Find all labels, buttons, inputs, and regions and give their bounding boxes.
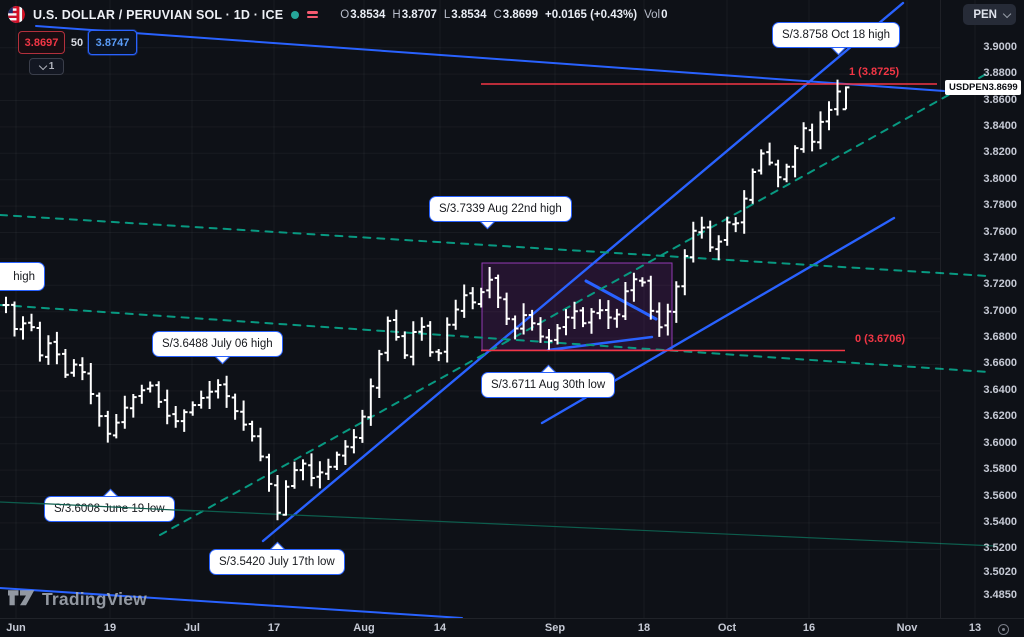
high-value: 3.8707 bbox=[401, 8, 437, 21]
price-callout[interactable]: S/3.6488 July 06 high bbox=[152, 331, 283, 357]
fib-level-label: 1 (3.8725) bbox=[849, 66, 899, 78]
chevron-down-icon bbox=[38, 61, 48, 70]
fib-retracement[interactable]: 1 (3.8725) 0 (3.6706) bbox=[481, 66, 937, 352]
price-tick-label: 3.5020 bbox=[983, 566, 1017, 578]
price-tick-label: 3.7000 bbox=[983, 305, 1017, 317]
time-tick-label: Nov bbox=[896, 622, 918, 634]
price-tick-label: 3.6400 bbox=[983, 384, 1017, 396]
timezone-clock-icon[interactable] bbox=[998, 624, 1009, 635]
price-scale[interactable]: USDPEN 3.8699 3.9000 3.8800 3.8600 3.8400 3.… bbox=[940, 0, 1024, 618]
ohlc-values: O3.8534 H3.8707 L3.8534 C3.8699 +0.0165 … bbox=[340, 8, 668, 21]
time-tick-label: Jun bbox=[6, 622, 26, 634]
price-callout[interactable]: S/3.6711 Aug 30th low bbox=[481, 372, 616, 398]
price-tick-label: 3.5600 bbox=[983, 490, 1017, 502]
fib-level-label: 0 (3.6706) bbox=[855, 333, 905, 345]
price-tick-label: 3.6600 bbox=[983, 357, 1017, 369]
indicator-period-label: 50 bbox=[70, 36, 84, 49]
time-tick-label: 13 bbox=[968, 622, 982, 634]
data-status-icon[interactable] bbox=[307, 11, 319, 18]
market-status-dot-icon[interactable] bbox=[291, 10, 300, 19]
price-tick-label: 3.8600 bbox=[983, 94, 1017, 106]
dashed-ascending bbox=[159, 72, 989, 536]
price-tick-label: 3.7400 bbox=[983, 252, 1017, 264]
price-callout[interactable]: high bbox=[0, 262, 45, 291]
price-tick-label: 3.5800 bbox=[983, 463, 1017, 475]
price-tick-label: 3.8800 bbox=[983, 67, 1017, 79]
time-tick-label: 17 bbox=[267, 622, 281, 634]
quote-currency-button[interactable]: PEN bbox=[963, 4, 1016, 25]
price-chart-canvas[interactable]: 1 (3.8725) 0 (3.6706) bbox=[0, 0, 1024, 618]
price-tick-label: 3.8000 bbox=[983, 173, 1017, 185]
ascending-trendline-main bbox=[261, 1, 905, 543]
dashed-descending-upper bbox=[0, 214, 989, 277]
price-tick-label: 3.8400 bbox=[983, 120, 1017, 132]
last-price-value: 3.8699 bbox=[988, 82, 1018, 93]
chevron-down-icon bbox=[1002, 9, 1012, 18]
tradingview-logo-icon bbox=[8, 589, 35, 605]
price-callout[interactable]: S/3.8758 Oct 18 high bbox=[772, 22, 901, 48]
symbol-title[interactable]: U.S. DOLLAR / PERUVIAN SOL · 1D · ICE bbox=[33, 7, 284, 22]
descending-line-upper bbox=[35, 25, 945, 92]
price-tick-label: 3.6000 bbox=[983, 437, 1017, 449]
ohlc-bars bbox=[2, 79, 850, 521]
corrective-segment-a bbox=[584, 279, 658, 321]
price-tick-label: 3.6800 bbox=[983, 331, 1017, 343]
dashed-descending-lower bbox=[0, 304, 989, 373]
tradingview-watermark: TradingView bbox=[8, 589, 147, 610]
open-value: 3.8534 bbox=[350, 8, 386, 21]
grid-lines bbox=[0, 0, 976, 618]
currency-pair-flag-icon bbox=[8, 6, 25, 23]
time-tick-label: Sep bbox=[544, 622, 566, 634]
price-tick-label: 3.7200 bbox=[983, 278, 1017, 290]
time-tick-label: Jul bbox=[184, 622, 200, 634]
price-tick-label: 3.6200 bbox=[983, 410, 1017, 422]
last-price-symbol: USDPEN bbox=[949, 82, 989, 93]
low-value: 3.8534 bbox=[451, 8, 487, 21]
close-value: 3.8699 bbox=[502, 8, 538, 21]
price-callout[interactable]: S/3.5420 July 17th low bbox=[209, 549, 345, 575]
trend-lines[interactable] bbox=[0, 1, 997, 618]
chart-legend[interactable]: U.S. DOLLAR / PERUVIAN SOL · 1D · ICE O3… bbox=[8, 6, 667, 23]
price-tick-label: 3.4850 bbox=[983, 589, 1017, 601]
price-tick-label: 3.5400 bbox=[983, 516, 1017, 528]
change-value: +0.0165 (+0.43%) bbox=[544, 8, 638, 21]
time-tick-label: Aug bbox=[353, 622, 375, 634]
price-tick-label: 3.7600 bbox=[983, 226, 1017, 238]
legend-collapse-button[interactable]: 1 bbox=[29, 58, 64, 75]
volume-value: 0 bbox=[661, 8, 668, 21]
time-tick-label: 16 bbox=[802, 622, 816, 634]
price-tick-label: 3.9000 bbox=[983, 41, 1017, 53]
watermark-text: TradingView bbox=[42, 589, 147, 609]
indicator-value-blue: 3.8747 bbox=[88, 30, 137, 55]
time-tick-label: 18 bbox=[637, 622, 651, 634]
time-tick-label: Oct bbox=[717, 622, 737, 634]
price-tick-label: 3.5200 bbox=[983, 542, 1017, 554]
price-callout[interactable]: S/3.6008 June 19 low bbox=[44, 496, 175, 522]
time-scale[interactable]: Jun 19 Jul 17 Aug 14 Sep 18 Oct 16 Nov 13 bbox=[0, 618, 1024, 637]
indicator-value-red: 3.8697 bbox=[18, 31, 65, 54]
time-tick-label: 19 bbox=[103, 622, 117, 634]
last-price-label: USDPEN 3.8699 bbox=[945, 80, 1021, 95]
price-tick-label: 3.8200 bbox=[983, 146, 1017, 158]
price-callout[interactable]: S/3.7339 Aug 22nd high bbox=[429, 196, 572, 222]
price-tick-label: 3.7800 bbox=[983, 199, 1017, 211]
time-tick-label: 14 bbox=[433, 622, 447, 634]
descending-line-lower bbox=[0, 587, 463, 618]
corrective-segment-b bbox=[546, 335, 654, 352]
